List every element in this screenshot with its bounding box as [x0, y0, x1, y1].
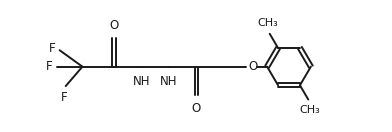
Text: CH₃: CH₃ — [299, 105, 320, 115]
Text: F: F — [61, 91, 67, 104]
Text: NH: NH — [160, 75, 178, 88]
Text: F: F — [49, 42, 56, 55]
Text: O: O — [248, 60, 257, 73]
Text: O: O — [192, 102, 201, 115]
Text: NH: NH — [133, 75, 151, 88]
Text: F: F — [46, 60, 53, 73]
Text: CH₃: CH₃ — [258, 18, 279, 28]
Text: O: O — [110, 19, 119, 32]
